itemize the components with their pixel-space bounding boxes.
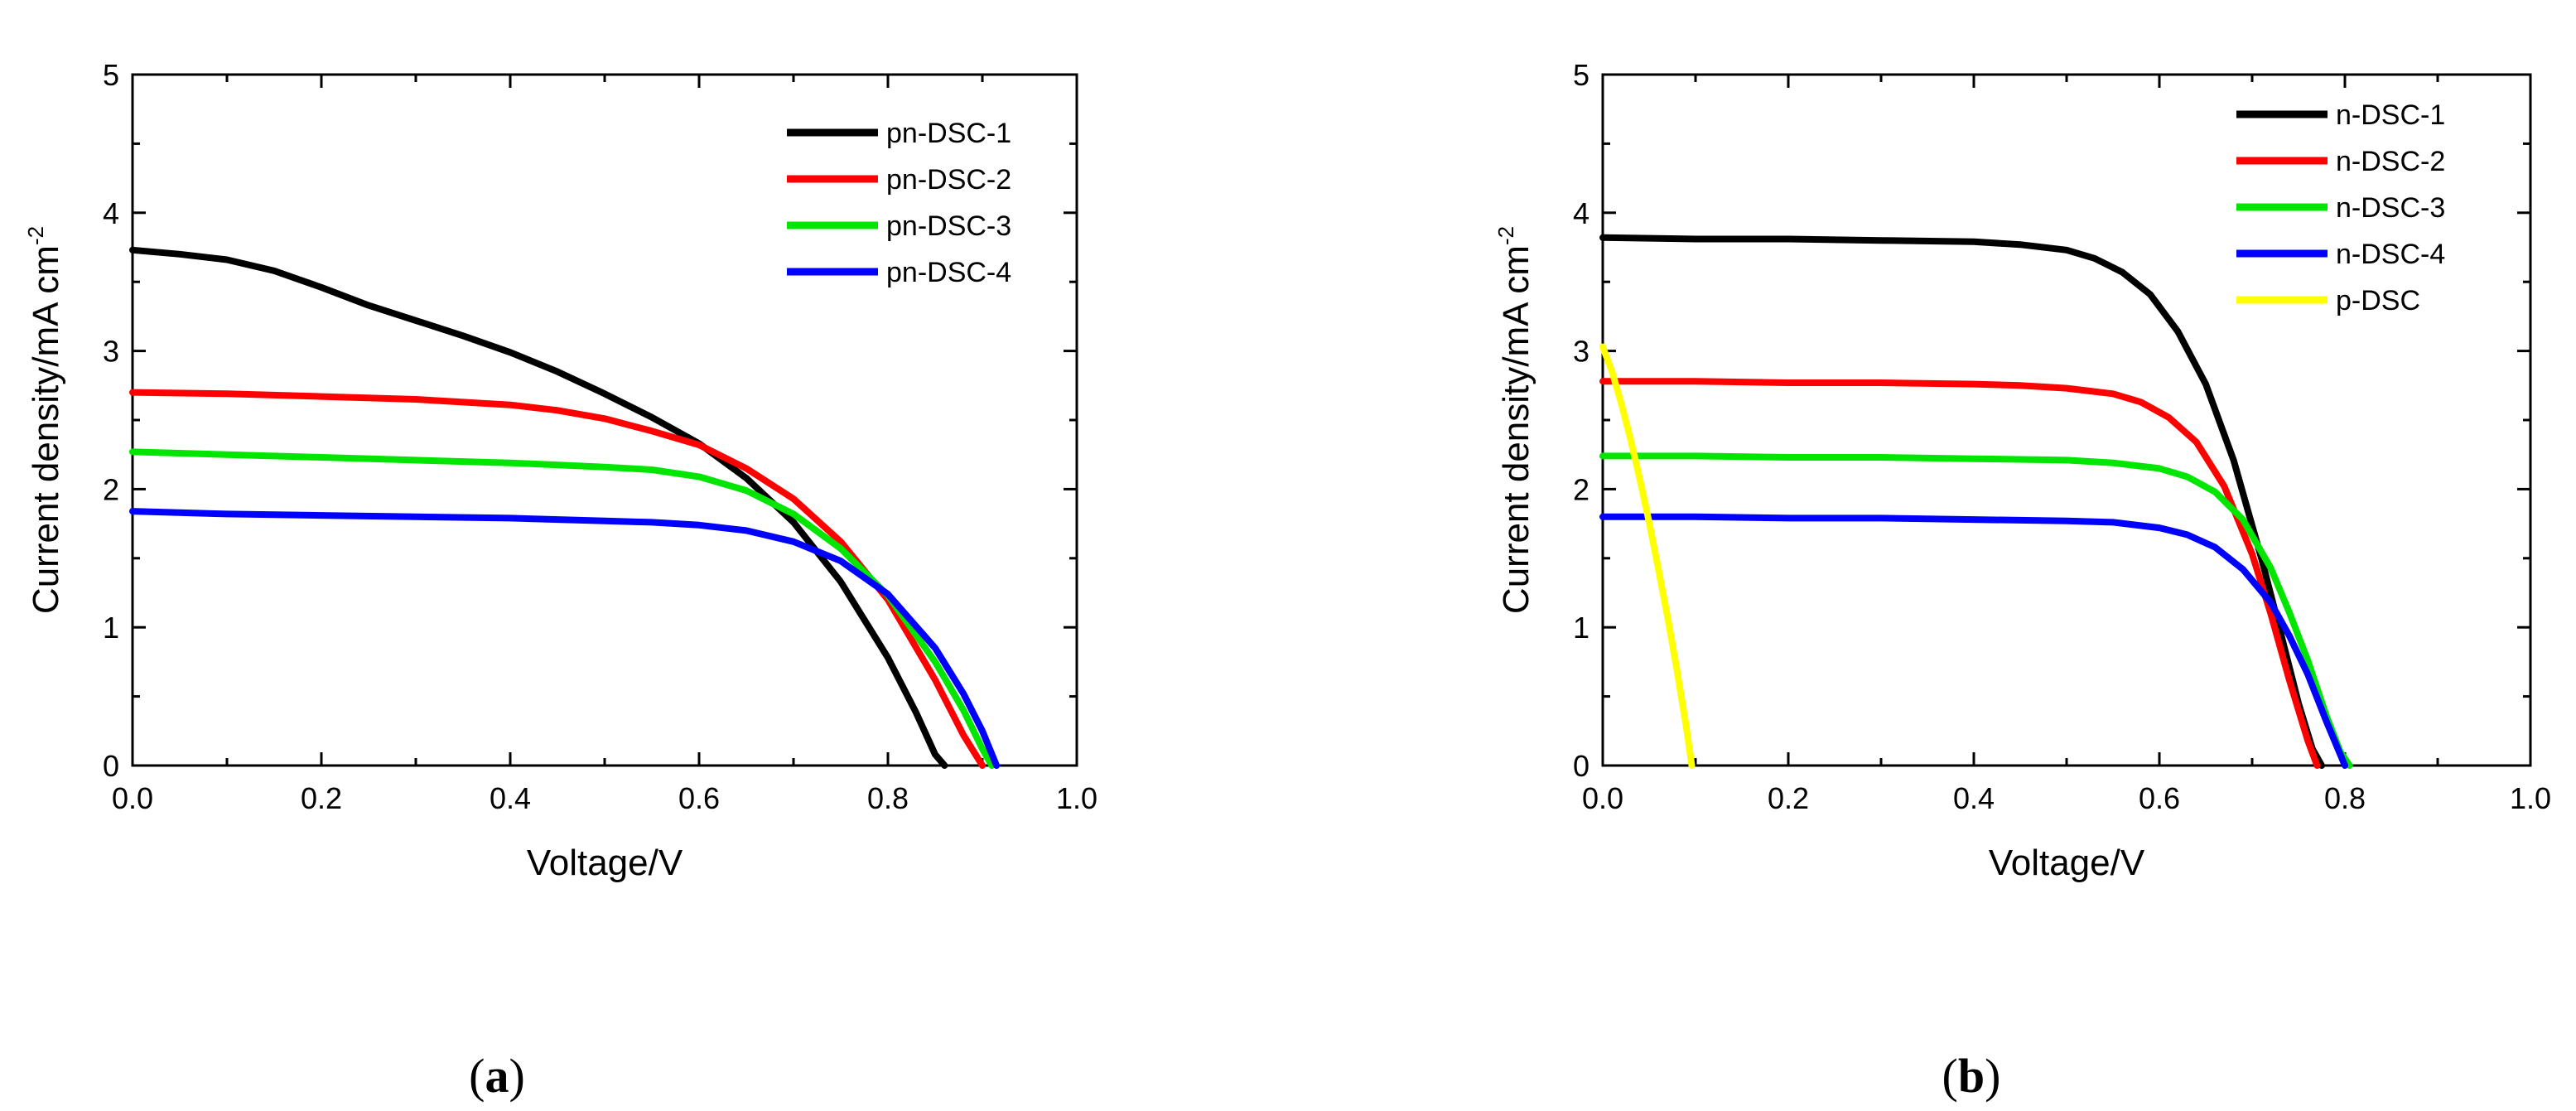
legend-label: n-DSC-4	[2336, 239, 2445, 270]
legend-label: pn-DSC-2	[886, 164, 1011, 196]
legend-label: p-DSC	[2336, 285, 2420, 316]
y-tick-label: 2	[1573, 472, 1589, 506]
legend-label: pn-DSC-3	[886, 210, 1011, 242]
x-tick-label: 0.4	[1953, 781, 1995, 815]
x-tick-label: 0.0	[112, 781, 153, 815]
caption-open-paren: (	[1942, 1049, 1958, 1103]
y-axis-title-superscript: -2	[23, 226, 48, 245]
caption-letter: b	[1958, 1049, 1985, 1103]
series-line-pn-dsc-2	[129, 389, 986, 769]
panel-caption-a: (a)	[469, 1049, 525, 1103]
caption-close-paren: )	[509, 1049, 525, 1103]
series-line-n-dsc-2	[1599, 378, 2321, 769]
axis-titles-a: Voltage/V Current density/mA cm-2	[23, 226, 683, 883]
y-axis-title: Current density/mA cm-2	[23, 226, 66, 614]
plot-frame	[1601, 73, 2532, 767]
x-tick-label: 1.0	[2510, 781, 2551, 815]
x-tick-label: 0.8	[2324, 781, 2366, 815]
legend-label: n-DSC-2	[2336, 146, 2445, 177]
plot-area-a: 0.0 0.2 0.4 0.6 0.8 1.0 0 1 2 3 4 5 pn-DSC-1 pn-DSC-2…	[103, 58, 1097, 815]
x-tick-label: 0.6	[2139, 781, 2180, 815]
series-line-n-dsc-3	[1599, 452, 2353, 769]
series-line-n-dsc-1	[1599, 234, 2325, 769]
y-tick-label: 1	[1573, 611, 1589, 645]
plot-area-b: 0.0 0.2 0.4 0.6 0.8 1.0012345n-DSC-1n-DSC-2n-…	[1573, 58, 2551, 815]
y-tick-label: 3	[1573, 335, 1589, 369]
y-tick-label: 2	[103, 472, 119, 506]
y-tick-label: 4	[1573, 196, 1589, 230]
x-tick-label: 1.0	[1056, 781, 1097, 815]
x-tick-label: 0.6	[678, 781, 720, 815]
y-axis-title-main: Current density/mA cm	[1496, 245, 1536, 614]
legend-label: pn-DSC-1	[886, 118, 1011, 149]
y-tick-label: 5	[1573, 58, 1589, 92]
x-tick-label: 0.2	[1768, 781, 1809, 815]
x-tick-label: 0.4	[490, 781, 531, 815]
panel-caption-b: (b)	[1942, 1049, 2001, 1103]
legend: pn-DSC-1 pn-DSC-2 pn-DSC-3 pn-DSC-4	[787, 118, 1011, 288]
caption-letter: a	[485, 1049, 509, 1103]
legend-label: n-DSC-1	[2336, 99, 2445, 131]
y-tick-label: 0	[103, 749, 119, 783]
y-tick-label: 1	[103, 611, 119, 645]
caption-open-paren: (	[469, 1049, 485, 1103]
y-tick-label: 0	[1573, 749, 1589, 783]
x-tick-label: 0.8	[867, 781, 909, 815]
caption-close-paren: )	[1985, 1049, 2000, 1103]
y-tick-label: 3	[103, 335, 119, 369]
x-tick-label: 0.0	[1582, 781, 1623, 815]
legend: n-DSC-1 n-DSC-2 n-DSC-3 n-DSC-4 p-DSC	[2236, 99, 2445, 316]
x-tick-label: 0.2	[301, 781, 342, 815]
chart-panel-b: 0.0 0.2 0.4 0.6 0.8 1.0012345n-DSC-1n-DSC-2n-…	[1493, 58, 2551, 1103]
series-line-p-dsc	[1599, 343, 1696, 769]
series-line-pn-dsc-4	[129, 508, 1001, 769]
y-tick-label: 4	[103, 196, 119, 230]
series-line-n-dsc-4	[1599, 513, 2348, 769]
legend-label: pn-DSC-4	[886, 257, 1011, 288]
y-axis-title-superscript: -2	[1493, 226, 1518, 245]
x-axis-title: Voltage/V	[1989, 843, 2145, 883]
series-line-pn-dsc-1	[129, 246, 948, 769]
y-axis-title-main: Current density/mA cm	[26, 245, 66, 614]
axis-titles-b: Voltage/V Current density/mA cm-2	[1493, 226, 2145, 883]
y-tick-label: 5	[103, 58, 119, 92]
y-axis-title: Current density/mA cm-2	[1493, 226, 1536, 614]
x-axis-title: Voltage/V	[527, 843, 683, 883]
series-line-pn-dsc-3	[129, 448, 996, 769]
chart-panel-a: 0.0 0.2 0.4 0.6 0.8 1.0 0 1 2 3 4 5 pn-DSC-1 pn-DSC-2…	[23, 58, 1097, 1103]
legend-label: n-DSC-3	[2336, 192, 2445, 224]
